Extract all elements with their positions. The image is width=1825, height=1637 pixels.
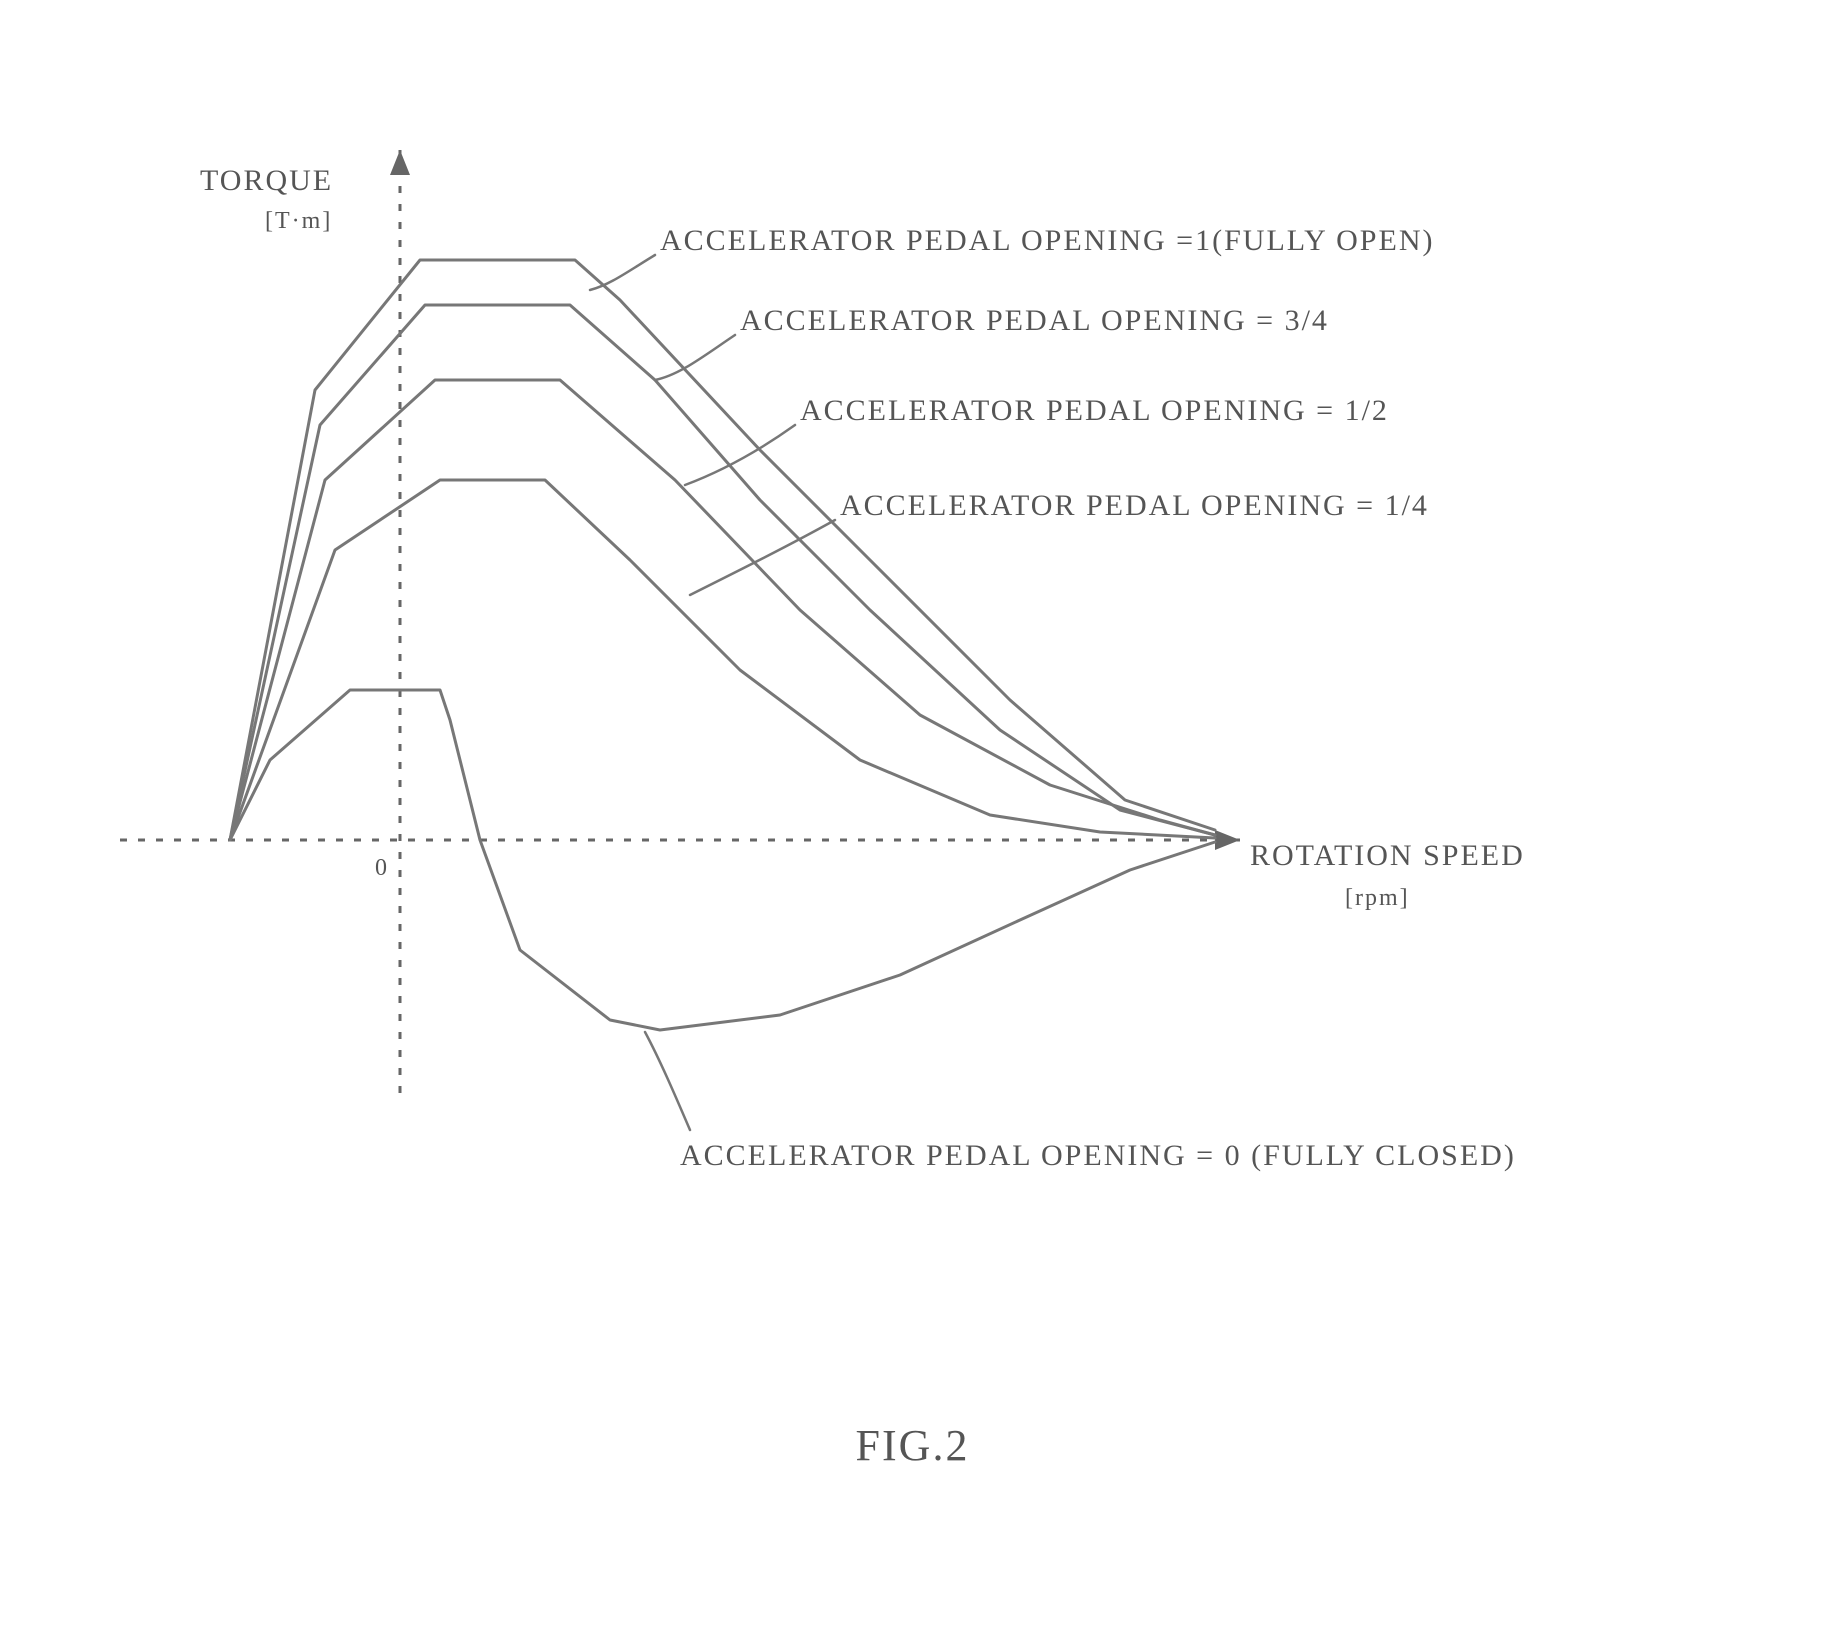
figure-label: FIG.2	[0, 1420, 1825, 1471]
y-axis-label: TORQUE	[200, 164, 333, 197]
torque-speed-chart: ACCELERATOR PEDAL OPENING =1(FULLY OPEN)…	[100, 120, 1700, 1220]
y-axis-arrow	[390, 150, 410, 175]
curve-opening-12	[230, 380, 1215, 840]
origin-label: 0	[375, 855, 389, 881]
label-opening-0: ACCELERATOR PEDAL OPENING = 0 (FULLY CLO…	[680, 1139, 1516, 1172]
x-axis-label: ROTATION SPEED	[1250, 839, 1525, 872]
leader-opening-0	[645, 1032, 690, 1130]
label-opening-1: ACCELERATOR PEDAL OPENING =1(FULLY OPEN)	[660, 224, 1434, 257]
x-axis-arrow	[1215, 830, 1240, 850]
x-axis-unit: [rpm]	[1345, 885, 1410, 911]
label-opening-12: ACCELERATOR PEDAL OPENING = 1/2	[800, 394, 1389, 427]
chart-svg: ACCELERATOR PEDAL OPENING =1(FULLY OPEN)…	[100, 120, 1700, 1220]
leader-opening-1	[590, 255, 655, 290]
label-opening-34: ACCELERATOR PEDAL OPENING = 3/4	[740, 304, 1329, 337]
curve-opening-1	[230, 260, 1215, 840]
leader-opening-34	[655, 335, 735, 380]
y-axis-unit: [T·m]	[265, 208, 332, 234]
curve-opening-34	[230, 305, 1215, 840]
leader-opening-14	[690, 520, 835, 595]
curve-opening-14	[230, 480, 1215, 840]
page: ACCELERATOR PEDAL OPENING =1(FULLY OPEN)…	[0, 0, 1825, 1637]
label-opening-14: ACCELERATOR PEDAL OPENING = 1/4	[840, 489, 1429, 522]
